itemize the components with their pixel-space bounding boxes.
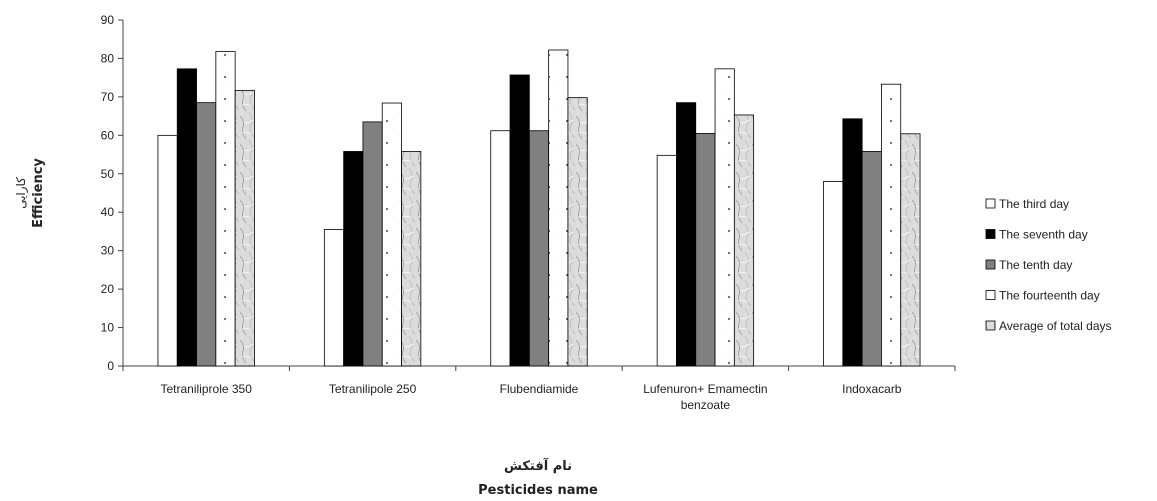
x-tick-label-line: Flubendiamide <box>500 382 579 396</box>
bar <box>567 97 588 367</box>
bar <box>861 151 882 367</box>
bar <box>381 102 402 367</box>
bar <box>733 114 755 367</box>
x-tick-label: Tetranilipole 250 <box>329 382 417 396</box>
y-tick-label: 60 <box>101 128 115 142</box>
bar <box>490 130 511 367</box>
legend-swatch <box>985 320 996 331</box>
legend-swatch <box>985 259 996 270</box>
y-tick-label: 40 <box>101 205 115 219</box>
bar <box>656 154 677 367</box>
bar <box>343 151 364 367</box>
x-tick-label-line: Tetranilipole 250 <box>329 382 417 396</box>
x-tick-label: Indoxacarb <box>842 382 902 396</box>
legend-label: The seventh day <box>999 228 1088 242</box>
bar <box>714 68 735 367</box>
bar <box>215 51 236 367</box>
legend-label: The fourteenth day <box>999 289 1100 303</box>
bar <box>881 83 902 367</box>
y-axis-title: کارایی Efficiency <box>14 158 46 228</box>
y-tick-label: 80 <box>101 51 115 65</box>
y-axis-title-alt: کارایی <box>14 177 29 209</box>
bar <box>509 74 530 367</box>
legend-label: The tenth day <box>999 258 1072 272</box>
bar <box>676 102 697 367</box>
bar <box>362 121 383 367</box>
y-tick-label: 0 <box>107 359 114 373</box>
x-tick-label-line: Indoxacarb <box>842 382 902 396</box>
bar <box>196 102 217 367</box>
plot-area: 0 10 20 30 40 50 60 70 80 90 Tetraniliprole 350 Tet… <box>101 13 956 412</box>
x-axis-title: Pesticides name <box>478 483 598 498</box>
legend-swatch <box>985 229 996 239</box>
x-tick-label-line: Tetraniliprole 350 <box>161 382 253 396</box>
x-tick-label: Lufenuron+ Emamectin benzoate <box>643 382 767 412</box>
legend: The third day The seventh day The tenth da… <box>985 197 1112 333</box>
bar <box>695 133 716 367</box>
bar <box>401 151 422 367</box>
x-tick-label-line: benzoate <box>681 398 731 412</box>
bar <box>548 49 569 367</box>
bar <box>900 133 921 367</box>
legend-label: The third day <box>999 197 1069 211</box>
y-tick-label: 50 <box>101 167 115 181</box>
x-tick-label: Tetraniliprole 350 <box>161 382 253 396</box>
bar <box>823 181 844 367</box>
legend-swatch <box>985 198 996 209</box>
bar <box>234 89 255 367</box>
y-tick-label: 30 <box>101 244 115 258</box>
bar <box>842 118 863 367</box>
bar <box>528 130 550 367</box>
y-tick-label: 70 <box>101 90 115 104</box>
y-tick-label: 90 <box>101 13 115 27</box>
y-tick-label: 10 <box>101 321 115 335</box>
bar <box>157 134 178 367</box>
legend-label: Average of total days <box>999 319 1112 333</box>
x-tick-label-line: Lufenuron+ Emamectin <box>643 382 767 396</box>
y-tick-label: 20 <box>101 282 115 296</box>
y-axis-title-main: Efficiency <box>31 158 46 228</box>
axis-titles: کارایی Efficiency نام آفتکش Pesticides name <box>14 158 598 498</box>
x-axis-title-alt: نام آفتکش <box>504 457 572 474</box>
legend-swatch <box>985 290 996 300</box>
bar <box>176 68 197 367</box>
bar <box>323 229 345 367</box>
x-tick-label: Flubendiamide <box>500 382 579 396</box>
